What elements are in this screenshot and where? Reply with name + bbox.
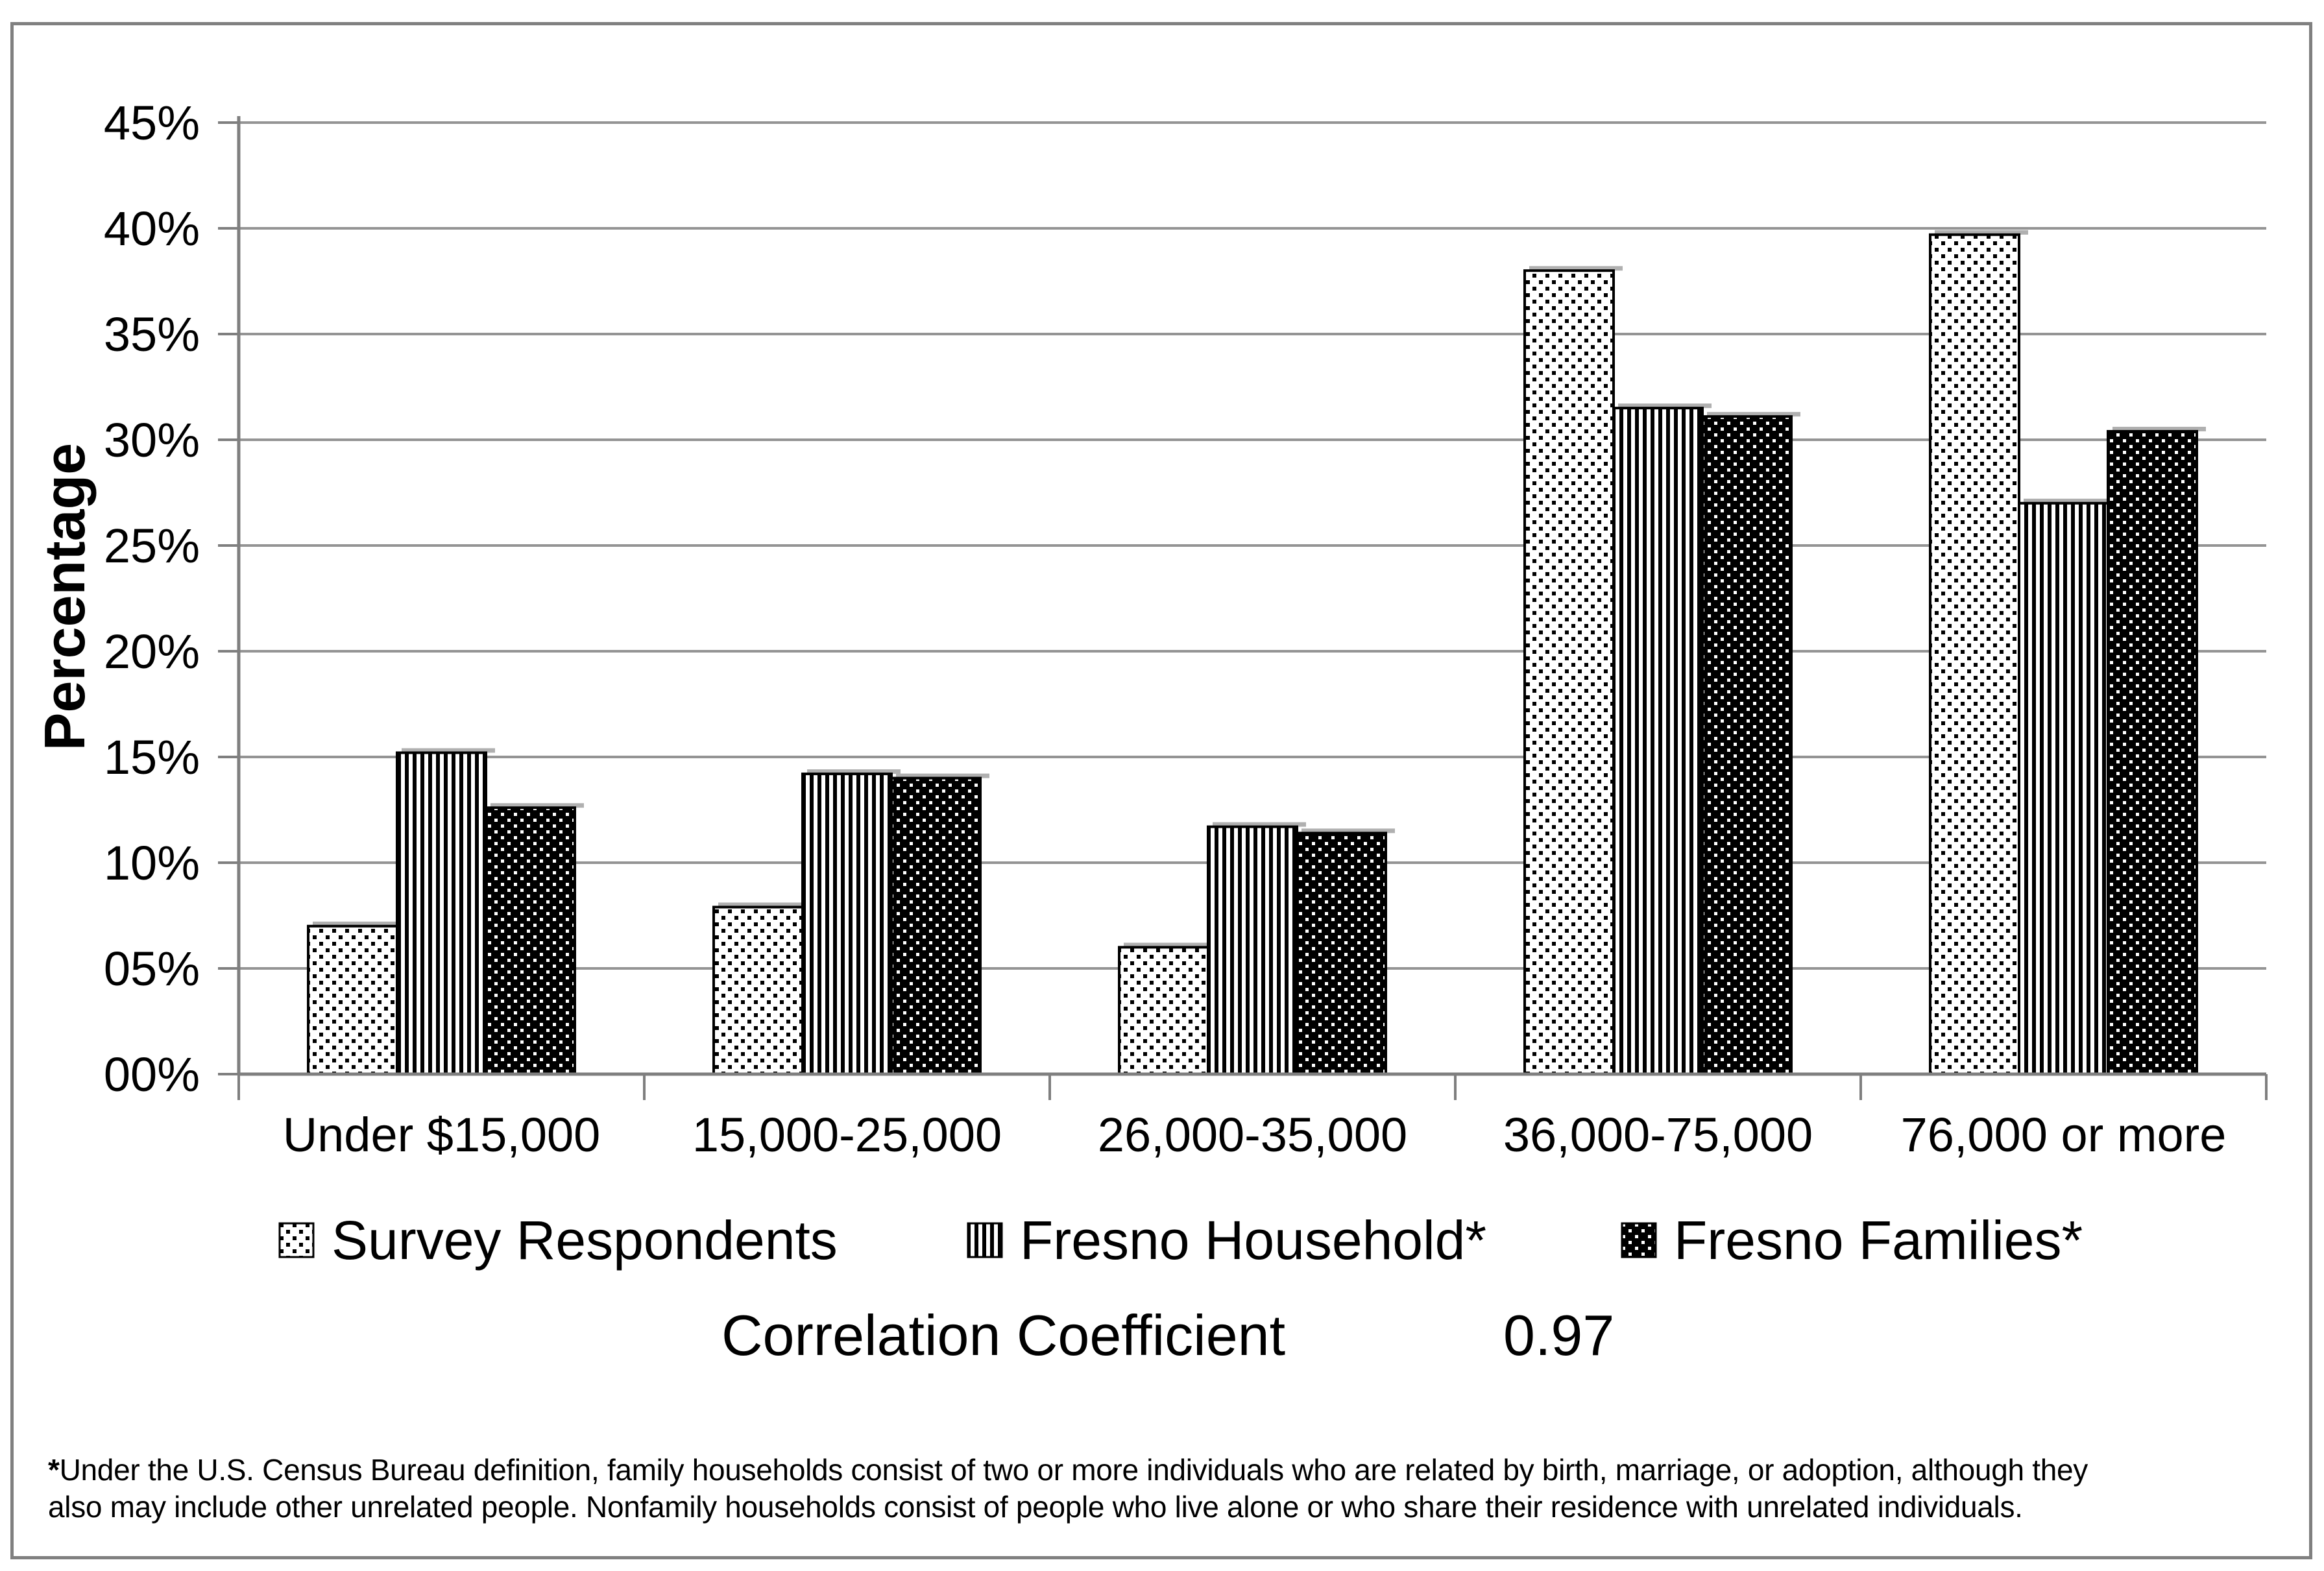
legend-swatch-fresno-household-icon xyxy=(967,1222,1003,1258)
legend-item-fresno-household: Fresno Household* xyxy=(967,1208,1486,1273)
legend-label-fresno-families: Fresno Families* xyxy=(1674,1209,2083,1271)
bar-dots-light-4 xyxy=(1929,233,2020,1075)
y-tick-label-05%: 05% xyxy=(104,942,200,996)
y-tick-label-10%: 10% xyxy=(104,836,200,890)
bar-dots-dark-4 xyxy=(2107,429,2198,1075)
x-category-label: 76,000 or more xyxy=(1901,1108,2227,1162)
bar-shadow xyxy=(313,921,406,926)
bar-shadow xyxy=(1529,266,1623,271)
legend-item-survey-respondents: Survey Respondents xyxy=(278,1208,838,1273)
axis-labels: 00% 05% 10% 15% 20% 25% 30% 35% 40% 45% Under $15,… xyxy=(104,96,2227,1162)
bar-stripes-vertical-3 xyxy=(1612,407,1704,1075)
bar-shadow xyxy=(1935,230,2028,235)
bar-shadow xyxy=(1301,828,1395,833)
bar-dots-dark-2 xyxy=(1296,832,1387,1075)
y-axis-title: Percentage xyxy=(32,442,97,751)
bar-shadow xyxy=(490,803,584,808)
bar-dots-dark-0 xyxy=(485,806,576,1075)
bar-dots-dark-1 xyxy=(890,776,982,1075)
footnote-line-1: *Under the U.S. Census Bureau definition… xyxy=(48,1453,2088,1487)
y-tick-label-35%: 35% xyxy=(104,307,200,361)
bar-dots-light-0 xyxy=(307,924,398,1076)
bar-stripes-vertical-2 xyxy=(1207,825,1298,1075)
y-tick-label-00%: 00% xyxy=(104,1048,200,1101)
bar-shadow xyxy=(2024,498,2117,503)
bar-shadow xyxy=(1618,403,1712,409)
y-tick-label-45%: 45% xyxy=(104,96,200,150)
correlation-coefficient-label: Correlation Coefficient xyxy=(721,1303,1286,1367)
bar-dots-light-1 xyxy=(712,905,804,1075)
y-tick-label-15%: 15% xyxy=(104,730,200,784)
bar-shadow xyxy=(2112,426,2206,431)
x-category-label: Under $15,000 xyxy=(283,1108,601,1162)
legend-label-fresno-household: Fresno Household* xyxy=(1020,1209,1487,1271)
y-tick-label-40%: 40% xyxy=(104,202,200,256)
bar-stripes-vertical-4 xyxy=(2018,501,2109,1075)
y-tick-label-20%: 20% xyxy=(104,625,200,678)
x-category-label: 36,000-75,000 xyxy=(1503,1108,1813,1162)
bar-series xyxy=(307,230,2206,1076)
y-tick-label-30%: 30% xyxy=(104,413,200,467)
bar-shadow xyxy=(807,769,901,774)
bar-shadow xyxy=(896,773,989,778)
bar-shadow xyxy=(1707,412,1800,417)
x-category-label: 15,000-25,000 xyxy=(692,1108,1002,1162)
bar-dots-light-2 xyxy=(1118,946,1209,1076)
figure-border-frame xyxy=(10,22,2312,1559)
footnote-line-2: also may include other unrelated people.… xyxy=(48,1490,2023,1524)
bar-dots-light-3 xyxy=(1523,269,1615,1076)
bar-stripes-vertical-1 xyxy=(801,773,893,1075)
y-tick-label-25%: 25% xyxy=(104,519,200,573)
footnote: *Under the U.S. Census Bureau definition… xyxy=(48,1452,2293,1526)
bar-shadow xyxy=(402,748,495,753)
bar-shadow xyxy=(1213,822,1306,827)
correlation-coefficient-value: 0.97 xyxy=(1503,1303,1615,1367)
x-category-label: 26,000-35,000 xyxy=(1098,1108,1407,1162)
bar-dots-dark-3 xyxy=(1701,415,1793,1075)
legend-swatch-survey-respondents-icon xyxy=(278,1222,315,1258)
bar-shadow xyxy=(718,902,812,907)
footnote-asterisk: * xyxy=(48,1453,60,1487)
legend-label-survey-respondents: Survey Respondents xyxy=(332,1209,838,1271)
bar-shadow xyxy=(1124,942,1217,948)
legend-swatch-fresno-families-icon xyxy=(1621,1222,1657,1258)
axes xyxy=(218,116,2268,1100)
bar-stripes-vertical-0 xyxy=(396,751,487,1075)
gridlines xyxy=(239,121,2266,970)
legend-item-fresno-families: Fresno Families* xyxy=(1621,1208,2083,1273)
